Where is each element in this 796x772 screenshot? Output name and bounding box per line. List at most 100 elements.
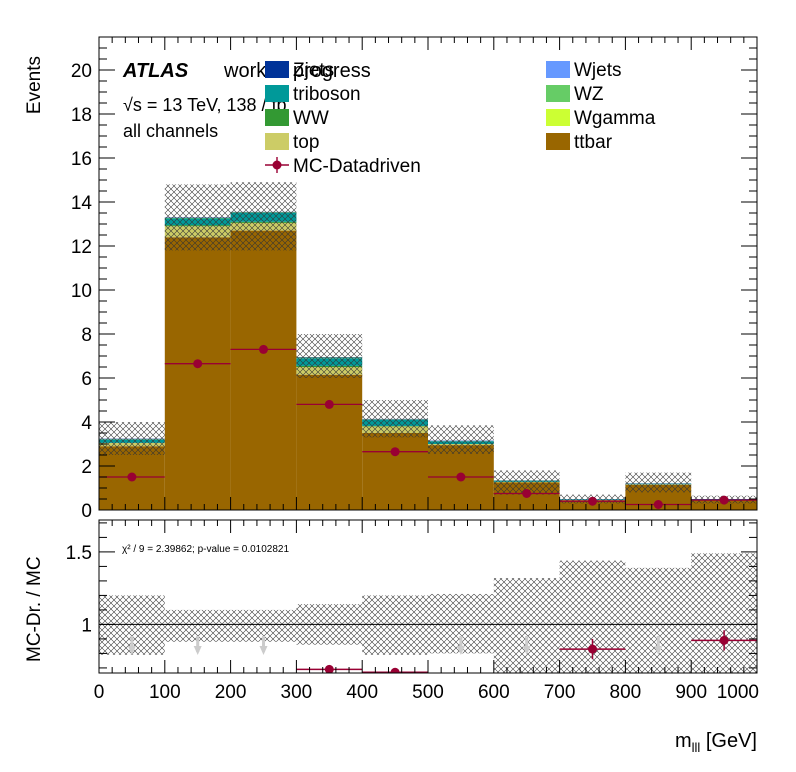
legend-label-triboson: triboson	[293, 84, 361, 105]
main-ytick-label-4: 4	[81, 413, 92, 434]
mc-band-bin-3	[296, 334, 363, 378]
data-point-bin-7	[588, 496, 597, 506]
x-tick-label-900: 900	[675, 682, 707, 703]
x-tick-labels: 0 100 200 300 400 500 600 700 800 900 1000	[94, 682, 759, 703]
legend-swatch-wjets	[546, 61, 570, 78]
data-point-bin-5	[456, 472, 466, 482]
energy-lumi-label: √s = 13 TeV, 138 / fb	[123, 95, 287, 115]
data-point-bin-4	[390, 447, 400, 457]
data-point-bin-3	[324, 399, 334, 409]
x-tick-label-0: 0	[94, 682, 105, 703]
mc-band-bin-2	[230, 182, 297, 251]
main-ytick-label-18: 18	[71, 105, 92, 126]
legend-right: Wjets WZ Wgamma ttbar	[546, 60, 656, 153]
mc-band-bin-4	[362, 400, 428, 438]
ratio-partial-point-1	[390, 667, 400, 673]
data-point-bin-0	[127, 472, 137, 482]
legend-label-mc-datadriven: MC-Datadriven	[293, 156, 421, 177]
ratio-arrow-head-1	[193, 646, 202, 655]
ratio-point-1	[719, 635, 729, 645]
x-axis-label-main: m	[675, 730, 692, 752]
legend-label-wgamma: Wgamma	[574, 108, 656, 129]
main-ytick-label-16: 16	[71, 149, 92, 170]
legend-label-ttbar: ttbar	[574, 132, 613, 153]
legend-swatch-top	[265, 133, 289, 150]
x-tick-label-300: 300	[281, 682, 313, 703]
main-ytick-label-20: 20	[71, 61, 92, 82]
main-ytick-label-14: 14	[71, 193, 93, 214]
legend-left: Zjets triboson WW top MC-Datadriven	[265, 60, 421, 177]
ratio-arrow-head-3	[456, 646, 465, 655]
x-tick-label-400: 400	[346, 682, 378, 703]
main-ytick-label-6: 6	[81, 369, 92, 390]
ratio-ytick-label-1.5: 1.5	[66, 543, 92, 564]
legend-swatch-wgamma	[546, 109, 570, 126]
mc-band-bin-8	[625, 472, 692, 493]
bar-ttbar-bin-3	[296, 374, 363, 510]
ratio-axis-ticks	[98, 520, 758, 673]
status-label: work in progress	[223, 60, 371, 82]
data-point-bin-6	[522, 489, 532, 498]
bar-ttbar-bin-2	[230, 230, 297, 510]
ratio-points	[127, 630, 757, 673]
mc-band-bin-1	[164, 184, 231, 251]
ratio-band-bin-9	[691, 553, 757, 673]
x-tick-label-500: 500	[412, 682, 444, 703]
x-tick-label-800: 800	[610, 682, 642, 703]
bar-ttbar-bin-4	[362, 433, 428, 510]
legend-label-ww: WW	[293, 108, 329, 129]
ratio-arrow-head-4	[522, 646, 531, 655]
legend-swatch-zjets	[265, 61, 289, 78]
channel-label: all channels	[123, 121, 218, 141]
legend-swatch-ttbar	[546, 133, 570, 150]
x-tick-label-1000: 1000	[717, 682, 759, 703]
data-point-bin-9	[719, 495, 729, 505]
x-tick-label-600: 600	[478, 682, 510, 703]
bar-ttbar-bin-1	[164, 237, 231, 510]
ratio-arrow-head-2	[259, 646, 268, 655]
x-tick-label-200: 200	[215, 682, 247, 703]
x-tick-label-100: 100	[149, 682, 181, 703]
main-y-tick-labels: 0 2 4 6 8 10 12 14 16 18 20	[71, 61, 93, 522]
atlas-label: ATLAS	[122, 60, 189, 82]
ratio-y-tick-labels: 11.5	[66, 543, 92, 637]
legend-swatch-triboson	[265, 85, 289, 102]
main-ytick-label-2: 2	[81, 457, 92, 478]
ratio-ytick-label-1: 1	[81, 615, 92, 636]
legend-label-wjets: Wjets	[574, 60, 622, 81]
legend-label-top: top	[293, 132, 319, 153]
mc-band-bin-5	[428, 425, 494, 454]
ratio-y-axis-label: MC-Dr. / MC	[24, 556, 45, 662]
ratio-arrow-head-0	[127, 646, 136, 655]
legend-label-zjets: Zjets	[293, 60, 334, 81]
x-axis-label: mlll [GeV]	[675, 730, 757, 755]
ratio-panel: 11.5 0 100 200 300 400 500 600 700 800 900 1000 MC…	[24, 519, 759, 755]
ratio-band-bin-6	[493, 578, 560, 673]
data-point-bin-2	[259, 344, 268, 354]
main-ytick-label-8: 8	[81, 325, 92, 346]
legend-swatch-ww	[265, 109, 289, 126]
ratio-partial-point-0	[324, 664, 334, 673]
x-axis-label-sub: lll	[692, 740, 701, 755]
data-point-bin-8	[653, 500, 663, 509]
chi2-annotation: χ² / 9 = 2.39862; p-value = 0.0102821	[122, 544, 289, 555]
legend-swatch-wz	[546, 85, 570, 102]
ratio-band-bin-4	[362, 595, 428, 655]
main-ytick-label-10: 10	[71, 281, 92, 302]
ratio-band-bin-8	[625, 567, 692, 673]
main-axis-ticks	[98, 36, 758, 511]
data-point-bin-1	[193, 359, 203, 369]
ratio-arrow-head-5	[654, 646, 663, 655]
main-panel: 0 2 4 6 8 10 12 14 16 18 20 Events ATLAS work in p…	[24, 36, 758, 522]
legend-marker-mc-datadriven	[265, 157, 289, 173]
bar-ttbar-bin-9	[691, 500, 757, 510]
x-axis-label-unit: [GeV]	[700, 730, 757, 752]
legend-label-wz: WZ	[574, 84, 604, 105]
main-ytick-label-0: 0	[81, 501, 92, 522]
ratio-point-0	[588, 644, 597, 654]
main-y-axis-label: Events	[24, 56, 45, 114]
main-ytick-label-12: 12	[71, 237, 92, 258]
x-tick-label-700: 700	[544, 682, 576, 703]
mc-band-bin-0	[99, 422, 165, 455]
